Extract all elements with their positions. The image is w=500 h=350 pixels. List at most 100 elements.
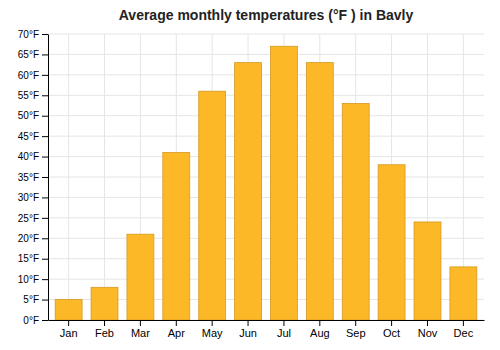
tick-label: 40°F bbox=[18, 151, 39, 162]
tick: 55°F bbox=[18, 90, 48, 101]
tick: 5°F bbox=[23, 294, 48, 305]
tick-label: 70°F bbox=[18, 29, 39, 40]
grid-line bbox=[48, 95, 484, 96]
bar bbox=[199, 91, 226, 320]
bar bbox=[378, 165, 405, 320]
tick-mark bbox=[42, 218, 48, 219]
grid-line bbox=[48, 177, 484, 178]
tick-label: Apr bbox=[168, 327, 185, 339]
tick: Nov bbox=[418, 320, 438, 339]
tick-mark bbox=[283, 320, 284, 326]
bar bbox=[450, 267, 477, 320]
tick-mark bbox=[140, 320, 141, 326]
plot: Jan Feb Mar Apr May Jun Jul Aug Sep Oct Nov Dec 0°F 5… bbox=[18, 29, 485, 339]
bar bbox=[306, 63, 333, 320]
tick: 50°F bbox=[18, 110, 48, 121]
tick-mark bbox=[42, 259, 48, 260]
chart: Jan Feb Mar Apr May Jun Jul Aug Sep Oct Nov Dec 0°F 5… bbox=[0, 0, 500, 350]
tick: Aug bbox=[310, 320, 330, 339]
tick-label: 50°F bbox=[18, 110, 39, 121]
tick-mark bbox=[42, 177, 48, 178]
grid-line bbox=[48, 217, 484, 218]
tick-label: 60°F bbox=[18, 70, 39, 81]
bar bbox=[235, 63, 262, 320]
tick: 35°F bbox=[18, 172, 48, 183]
title: Average monthly temperatures (°F ) in Ba… bbox=[119, 7, 414, 23]
tick-label: 15°F bbox=[18, 253, 39, 264]
tick: 10°F bbox=[18, 274, 48, 285]
tick-mark bbox=[42, 279, 48, 280]
tick-mark bbox=[319, 320, 320, 326]
tick: Jul bbox=[277, 320, 291, 339]
tick-label: 20°F bbox=[18, 233, 39, 244]
tick: 20°F bbox=[18, 233, 48, 244]
grid-line bbox=[68, 34, 69, 320]
x-axis: Jan Feb Mar Apr May Jun Jul Aug Sep Oct Nov Dec bbox=[49, 320, 485, 339]
grid-line bbox=[48, 54, 484, 55]
tick-mark bbox=[42, 238, 48, 239]
tick-label: 5°F bbox=[23, 294, 39, 305]
tick-mark bbox=[42, 75, 48, 76]
tick: 65°F bbox=[18, 49, 48, 60]
tick-label: Oct bbox=[383, 327, 400, 339]
tick-mark bbox=[42, 320, 48, 321]
grid-line bbox=[48, 34, 484, 35]
tick-label: Sep bbox=[346, 327, 366, 339]
tick-mark bbox=[427, 320, 428, 326]
tick: 25°F bbox=[18, 213, 48, 224]
bar bbox=[163, 152, 190, 320]
grid-line bbox=[48, 156, 484, 157]
tick-mark bbox=[212, 320, 213, 326]
tick: 60°F bbox=[18, 70, 48, 81]
tick-mark bbox=[42, 34, 48, 35]
tick: 45°F bbox=[18, 131, 48, 142]
tick: Mar bbox=[131, 320, 150, 339]
tick-mark bbox=[68, 320, 69, 326]
tick-mark bbox=[42, 116, 48, 117]
tick: Dec bbox=[454, 320, 474, 339]
tick-label: 35°F bbox=[18, 172, 39, 183]
tick-mark bbox=[42, 136, 48, 137]
tick: 15°F bbox=[18, 253, 48, 264]
axis-line bbox=[49, 320, 485, 321]
tick-mark bbox=[42, 197, 48, 198]
tick-label: 0°F bbox=[23, 315, 39, 326]
tick-mark bbox=[355, 320, 356, 326]
axis-line bbox=[48, 35, 49, 321]
tick-label: 25°F bbox=[18, 213, 39, 224]
tick-mark bbox=[42, 157, 48, 158]
bar bbox=[270, 46, 297, 320]
tick: 0°F bbox=[23, 315, 48, 326]
tick: Sep bbox=[346, 320, 366, 339]
tick: 70°F bbox=[18, 29, 48, 40]
tick-label: Feb bbox=[95, 327, 114, 339]
tick-label: 65°F bbox=[18, 49, 39, 60]
tick-mark bbox=[42, 95, 48, 96]
bar bbox=[127, 234, 154, 320]
tick-mark bbox=[248, 320, 249, 326]
tick-label: Mar bbox=[131, 327, 150, 339]
tick-mark bbox=[42, 300, 48, 301]
bars bbox=[55, 46, 477, 320]
tick-label: Nov bbox=[418, 327, 438, 339]
tick: Jun bbox=[239, 320, 257, 339]
bar bbox=[342, 103, 369, 320]
tick-label: Dec bbox=[454, 327, 474, 339]
bar bbox=[91, 287, 118, 320]
grid-line bbox=[48, 74, 484, 75]
tick-mark bbox=[391, 320, 392, 326]
tick-label: 10°F bbox=[18, 274, 39, 285]
tick-label: May bbox=[202, 327, 223, 339]
tick-label: 45°F bbox=[18, 131, 39, 142]
tick-label: Aug bbox=[310, 327, 330, 339]
bar bbox=[55, 300, 82, 320]
tick: 40°F bbox=[18, 151, 48, 162]
grid-line bbox=[104, 34, 105, 320]
tick: Feb bbox=[95, 320, 114, 339]
tick-mark bbox=[463, 320, 464, 326]
tick: Apr bbox=[168, 320, 185, 339]
tick-label: 30°F bbox=[18, 192, 39, 203]
grid-line bbox=[48, 115, 484, 116]
tick: Oct bbox=[383, 320, 400, 339]
tick-label: Jan bbox=[60, 327, 78, 339]
